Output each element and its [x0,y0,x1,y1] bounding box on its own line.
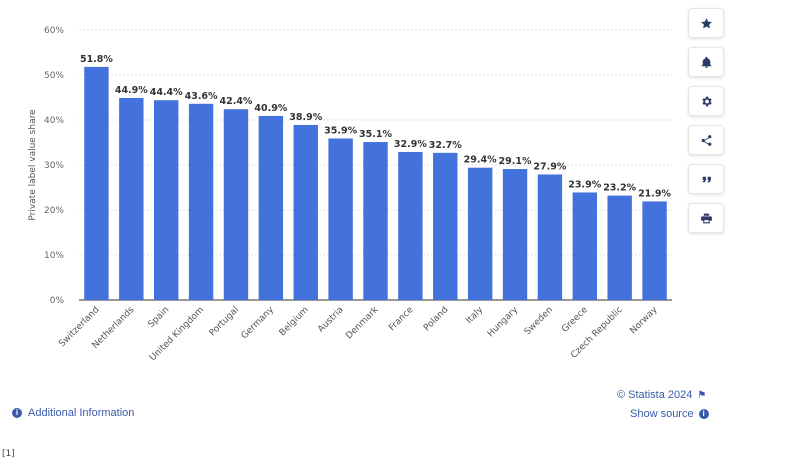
data-label: 44.4% [150,87,183,98]
bar[interactable] [363,142,388,300]
data-label: 38.9% [289,112,322,123]
bar[interactable] [84,66,109,301]
bar[interactable] [328,138,353,300]
data-label: 23.9% [568,179,601,190]
data-label: 35.9% [324,125,357,136]
y-tick-label: 0% [50,296,65,306]
share-button[interactable] [688,125,724,155]
data-label: 32.7% [429,140,462,151]
bar[interactable] [153,100,179,300]
bar[interactable] [572,192,598,300]
data-label: 43.6% [185,91,218,102]
category-label: Germany [240,305,277,342]
credit-text: © Statista 2024 [617,389,693,401]
data-label: 29.1% [499,156,532,167]
bar[interactable] [188,103,214,300]
category-label: Greece [560,305,590,335]
bar[interactable] [502,169,528,300]
bell-icon [701,56,711,68]
quote-icon [701,176,711,182]
bar[interactable] [119,97,144,300]
flag-icon: ⚑ [697,390,707,401]
y-tick-label: 20% [44,206,64,216]
footnote-marker: [1] [2,449,15,459]
share-icon [701,134,711,146]
y-axis-title: Private label value share [28,109,38,221]
data-label: 42.4% [219,96,252,107]
category-label: Norway [628,305,660,337]
info-icon: i [12,408,22,419]
category-label: Austria [316,305,346,335]
y-tick-label: 10% [44,251,64,261]
cite-button[interactable] [688,164,724,194]
category-label: Poland [422,305,450,333]
bar[interactable] [607,195,632,300]
category-label: Denmark [344,304,381,341]
bar[interactable] [467,167,493,300]
category-label: Hungary [486,305,521,340]
category-label: Italy [464,305,485,326]
category-label: Sweden [523,305,555,337]
show-source-label: Show source [630,408,694,420]
data-label: 23.2% [603,183,636,194]
category-label: Portugal [208,305,241,338]
y-tick-label: 30% [44,161,64,171]
y-tick-label: 60% [44,26,64,36]
print-button[interactable] [688,203,724,233]
data-label: 51.8% [80,54,113,65]
data-label: 29.4% [464,155,497,166]
bar[interactable] [537,174,563,300]
additional-information-label: Additional Information [28,407,135,419]
data-label: 32.9% [394,139,427,150]
bar[interactable] [258,115,284,300]
bar[interactable] [293,124,318,300]
notification-button[interactable] [688,47,724,77]
category-label: Belgium [278,305,311,338]
bar[interactable] [433,152,458,300]
bar[interactable] [398,151,423,300]
y-tick-label: 50% [44,71,64,81]
bar-chart: 0%10%20%30%40%50%60%51.8%Switzerland44.9… [28,26,672,363]
bars [84,66,667,301]
show-source-link[interactable]: Show source i [630,408,709,420]
y-tick-label: 40% [44,116,64,126]
statista-credit[interactable]: © Statista 2024 ⚑ [617,389,706,401]
bar[interactable] [642,201,667,300]
settings-button[interactable] [688,86,724,116]
additional-information-link[interactable]: i Additional Information [12,407,134,419]
info-icon: i [698,409,709,420]
data-label: 35.1% [359,129,392,140]
star-icon [700,17,712,28]
gear-icon [701,96,712,106]
category-label: Spain [146,305,171,330]
chart-toolbar [688,8,724,233]
data-label: 27.9% [533,161,566,172]
data-label: 21.9% [638,188,671,199]
data-label: 40.9% [254,103,287,114]
data-label: 44.9% [115,85,148,96]
favorite-button[interactable] [688,8,724,38]
bar[interactable] [223,109,249,300]
print-icon [700,213,712,223]
category-label: France [387,305,416,334]
